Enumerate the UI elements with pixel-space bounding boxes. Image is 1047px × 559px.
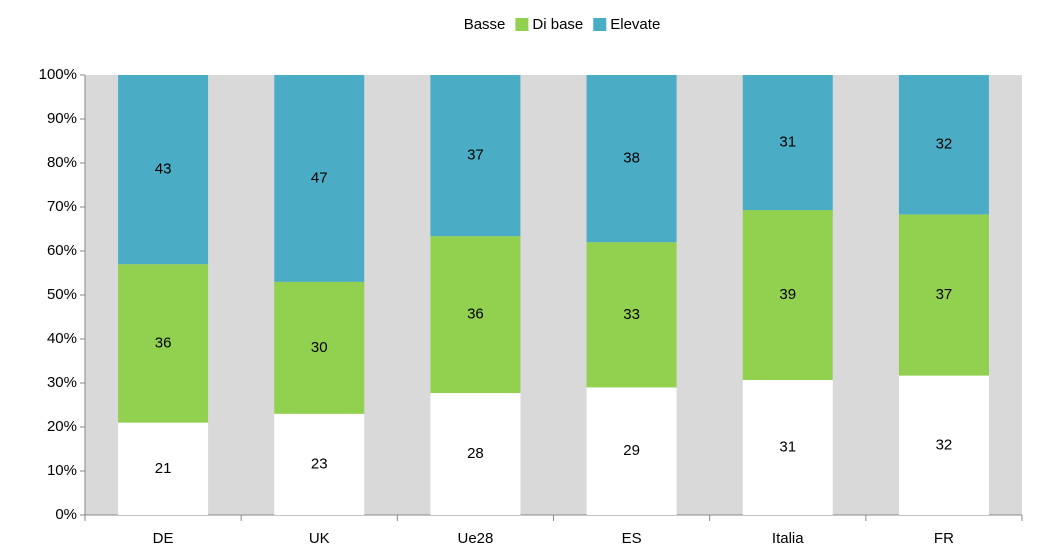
bar-segment (118, 264, 209, 423)
data-label: 36 (467, 306, 484, 323)
data-label: 32 (936, 436, 953, 453)
bar-segment (586, 75, 677, 243)
data-label: 47 (311, 169, 328, 186)
bar-segment (586, 387, 677, 515)
bar-segment (430, 236, 521, 394)
bar-segment (898, 214, 989, 376)
legend-label: Basse (464, 16, 506, 33)
bar-segment (742, 210, 833, 380)
y-tick-label: 10% (47, 462, 77, 479)
data-label: 31 (779, 438, 796, 455)
data-label: 31 (779, 133, 796, 150)
data-label: 29 (623, 442, 640, 459)
y-tick-label: 70% (47, 198, 77, 215)
x-tick-label: Ue28 (457, 530, 493, 547)
plot-background (85, 75, 1022, 515)
y-tick-label: 100% (39, 66, 77, 83)
x-tick-label: Italia (772, 530, 804, 547)
y-tick-label: 20% (47, 418, 77, 435)
data-label: 28 (467, 445, 484, 462)
bar-segment (274, 75, 365, 282)
y-tick-label: 40% (47, 330, 77, 347)
legend-label: Di base (532, 16, 583, 33)
data-label: 33 (623, 306, 640, 323)
bar-segment (742, 379, 833, 515)
bar-segment (118, 422, 209, 515)
data-label: 23 (311, 455, 328, 472)
data-label: 32 (936, 136, 953, 153)
bar-segment (898, 75, 989, 215)
data-label: 37 (936, 286, 953, 303)
legend-swatch (446, 18, 460, 31)
bar-segment (430, 393, 521, 515)
data-label: 39 (779, 286, 796, 303)
data-label: 37 (467, 147, 484, 164)
y-tick-label: 60% (47, 242, 77, 259)
bar-segment (586, 242, 677, 388)
x-tick-label: UK (309, 530, 330, 547)
x-tick-label: ES (622, 530, 642, 547)
legend-swatch (593, 18, 607, 31)
x-tick-label: FR (934, 530, 954, 547)
bar-segment (430, 75, 521, 237)
data-label: 43 (155, 161, 172, 178)
data-label: 38 (623, 150, 640, 167)
bar-segment (742, 75, 833, 211)
data-label: 30 (311, 339, 328, 356)
bar-segment (274, 413, 365, 515)
legend-swatch (515, 18, 529, 31)
y-tick-label: 80% (47, 154, 77, 171)
y-tick-label: 0% (55, 506, 77, 523)
bar-segment (898, 375, 989, 515)
y-tick-label: 50% (47, 286, 77, 303)
data-label: 21 (155, 460, 172, 477)
x-tick-label: DE (153, 530, 174, 547)
data-label: 36 (155, 334, 172, 351)
bar-segment (118, 75, 209, 265)
y-tick-label: 90% (47, 110, 77, 127)
legend-label: Elevate (610, 16, 660, 33)
y-tick-label: 30% (47, 374, 77, 391)
bar-segment (274, 281, 365, 414)
